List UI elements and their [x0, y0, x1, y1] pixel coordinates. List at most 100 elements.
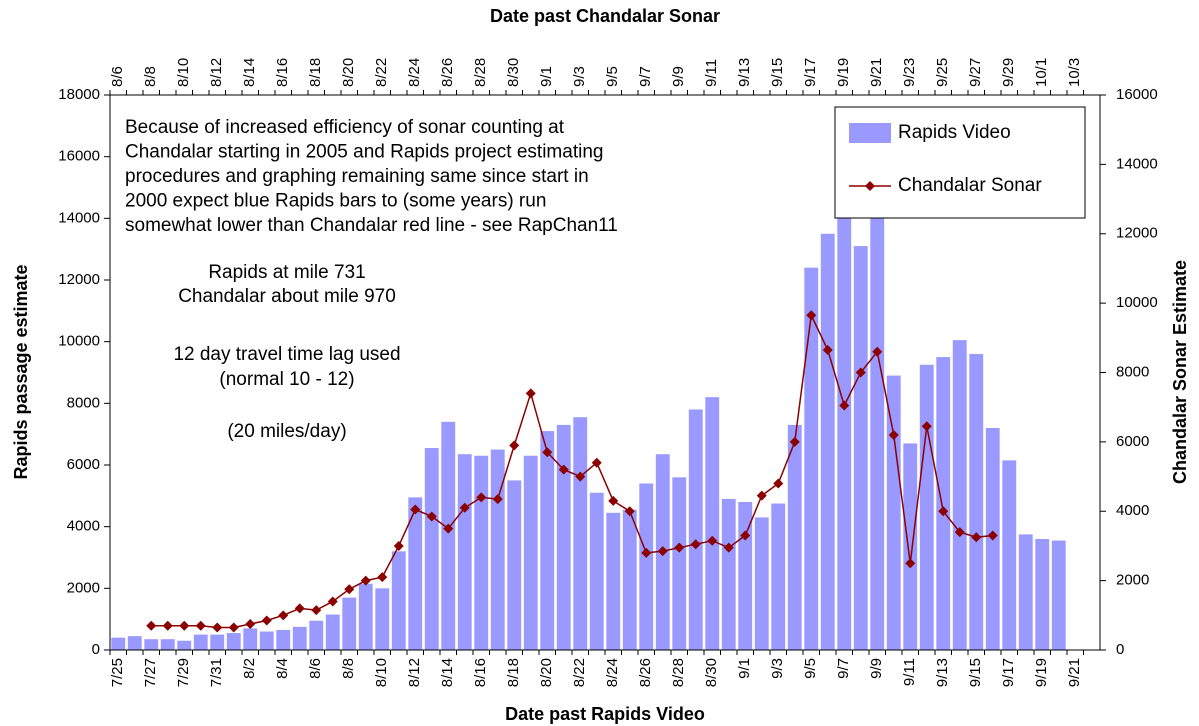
bar [672, 477, 687, 650]
bar [1035, 539, 1050, 650]
top-tick-label: 9/11 [703, 59, 720, 87]
line-marker [443, 523, 454, 534]
y-axis-title: Rapids passage estimate [11, 264, 31, 479]
bar [441, 421, 456, 650]
line-marker [938, 506, 949, 517]
bar [325, 614, 340, 650]
x-tick-label: 8/12 [406, 658, 423, 687]
top-tick-label: 8/28 [472, 58, 489, 87]
y-tick-label: 18000 [58, 86, 100, 103]
annotation-line: (normal 10 - 12) [219, 369, 354, 390]
line [151, 312, 993, 629]
line-marker [773, 478, 784, 489]
bar [424, 448, 439, 650]
bar [1018, 534, 1033, 650]
bar [639, 483, 654, 650]
line-marker [492, 494, 503, 505]
y-tick-label: 2000 [67, 579, 100, 596]
line-marker [509, 440, 520, 451]
x-tick-label: 8/4 [274, 658, 291, 679]
y-tick-label: 6000 [67, 456, 100, 473]
line-marker [971, 532, 982, 543]
top-tick-label: 9/29 [1000, 58, 1017, 87]
annotation-line: 2000 expect blue Rapids bars to (some ye… [125, 191, 546, 212]
x-tick-label: 8/2 [241, 658, 258, 679]
bar [919, 364, 934, 650]
line-marker [410, 504, 421, 515]
annotation-line: Chandalar starting in 2005 and Rapids pr… [125, 142, 603, 163]
y-tick-label: 16000 [58, 148, 100, 165]
y2-tick-label: 12000 [1116, 225, 1158, 242]
line-marker [905, 558, 916, 569]
bar [243, 628, 258, 650]
bar [160, 639, 175, 650]
line-marker [954, 527, 965, 538]
x-tick-label: 8/8 [340, 658, 357, 679]
bar [474, 455, 489, 650]
x-tick-label: 9/13 [934, 658, 951, 687]
top-tick-label: 8/26 [439, 58, 456, 87]
top-tick-label: 9/15 [769, 58, 786, 87]
y-tick-label: 12000 [58, 271, 100, 288]
line-marker [245, 618, 256, 629]
x-tick-label: 9/11 [901, 658, 918, 686]
line-marker [146, 620, 157, 631]
top-tick-label: 8/14 [241, 58, 258, 87]
line-marker [558, 464, 569, 475]
top-tick-label: 9/1 [538, 66, 555, 87]
y2-tick-label: 14000 [1116, 155, 1158, 172]
bar [391, 551, 406, 650]
x-tick-label: 8/16 [472, 658, 489, 687]
line-marker [393, 540, 404, 551]
x-tick-label: 8/20 [538, 658, 555, 687]
line-marker [459, 502, 470, 513]
line-marker [327, 596, 338, 607]
annotation-line: procedures and graphing remaining same s… [125, 166, 589, 187]
x-tick-label: 8/30 [703, 658, 720, 687]
line-marker [360, 575, 371, 586]
line-marker [525, 388, 536, 399]
bar [688, 409, 703, 650]
top-tick-label: 9/21 [868, 58, 885, 87]
bar [721, 498, 736, 650]
line-marker [575, 471, 586, 482]
line-marker [839, 400, 850, 411]
bar [804, 267, 819, 650]
line-marker [426, 511, 437, 522]
line-marker [195, 620, 206, 631]
bar [111, 637, 126, 650]
bar [540, 431, 555, 650]
y2-tick-label: 2000 [1116, 572, 1149, 589]
bar [622, 509, 637, 650]
bar [754, 517, 769, 650]
annotation-line: Because of increased efficiency of sonar… [125, 117, 565, 138]
bar [309, 620, 324, 650]
bar [342, 597, 357, 650]
bar [490, 449, 505, 650]
x-axis-title: Date past Rapids Video [505, 704, 705, 724]
line-marker [888, 429, 899, 440]
x-tick-label: 9/5 [802, 658, 819, 679]
top-tick-label: 8/8 [142, 66, 159, 87]
x-tick-label: 8/18 [505, 658, 522, 687]
x-tick-label: 9/7 [835, 658, 852, 679]
line-marker [657, 546, 668, 557]
bar [853, 246, 868, 651]
top-tick-label: 8/18 [307, 58, 324, 87]
y2-tick-label: 10000 [1116, 294, 1158, 311]
line-marker [278, 610, 289, 621]
x-tick-label: 9/17 [1000, 658, 1017, 687]
annotation-line: (20 miles/day) [227, 421, 346, 442]
line-marker [822, 344, 833, 355]
y2-tick-label: 16000 [1116, 86, 1158, 103]
line-marker [311, 605, 322, 616]
line-marker [674, 542, 685, 553]
x-tick-label: 9/9 [868, 658, 885, 679]
x-tick-label: 9/21 [1066, 658, 1083, 687]
bar [507, 480, 522, 650]
line-marker [723, 542, 734, 553]
x-tick-label: 7/29 [175, 658, 192, 687]
bar [589, 492, 604, 650]
x-tick-label: 7/27 [142, 658, 159, 687]
top-tick-label: 10/1 [1033, 58, 1050, 87]
